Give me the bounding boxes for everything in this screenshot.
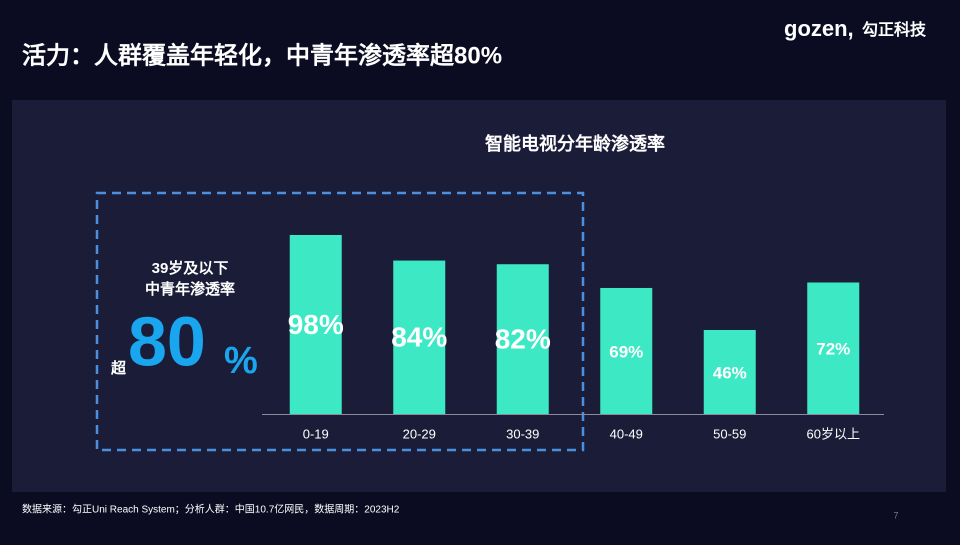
bar (289, 235, 342, 414)
highlight-prefix: 超 (110, 359, 127, 377)
page-number: 7 (893, 510, 898, 520)
panel (12, 100, 946, 492)
bar (703, 329, 756, 414)
highlight-unit: % (224, 340, 258, 382)
value-label: 82% (495, 324, 551, 355)
highlight-value: 80 (128, 302, 206, 380)
footer-source: 数据来源：勾正Uni Reach System；分析人群：中国10.7亿网民，数… (22, 503, 400, 516)
value-label: 84% (391, 322, 447, 353)
logo-text: 勾正科技 (862, 20, 927, 39)
bar (496, 264, 549, 414)
value-label: 69% (609, 342, 643, 361)
highlight-line2: 中青年渗透率 (145, 280, 235, 298)
bar (600, 287, 653, 414)
highlight-line1: 39岁及以下 (152, 259, 229, 277)
x-tick-label: 0-19 (303, 426, 329, 441)
chart-title: 智能电视分年龄渗透率 (485, 133, 665, 154)
x-tick-label: 50-59 (713, 426, 746, 441)
bar (807, 282, 860, 414)
x-tick-label: 60岁以上 (807, 426, 860, 441)
value-label: 72% (816, 340, 850, 359)
value-label: 46% (713, 363, 747, 382)
slide-title: 活力：人群覆盖年轻化，中青年渗透率超80% (22, 41, 502, 69)
logo-mark: gozen, (784, 16, 854, 41)
x-tick-label: 40-49 (610, 426, 643, 441)
x-tick-label: 30-39 (506, 426, 539, 441)
highlight-box (95, 191, 585, 452)
bar (393, 260, 446, 414)
value-label: 98% (288, 309, 344, 340)
x-tick-label: 20-29 (403, 426, 436, 441)
